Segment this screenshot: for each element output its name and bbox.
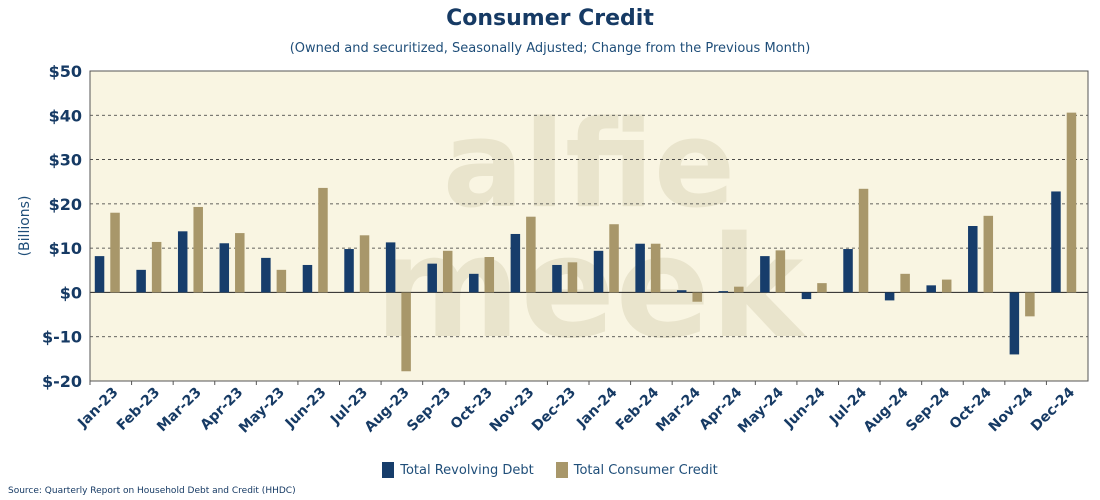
y-axis-label: (Billions) bbox=[17, 196, 33, 257]
bar-revolving-debt bbox=[94, 256, 105, 293]
plot-area bbox=[90, 71, 1088, 381]
x-tick-label: May-23 bbox=[236, 385, 288, 437]
x-tick-label: May-24 bbox=[735, 384, 787, 436]
y-tick-label: $-20 bbox=[42, 372, 82, 391]
bar-total-consumer-credit bbox=[193, 206, 203, 293]
bar-revolving-debt bbox=[427, 263, 437, 293]
legend: Total Revolving Debt Total Consumer Cred… bbox=[0, 462, 1100, 478]
bar-total-consumer-credit bbox=[817, 283, 827, 293]
source-note: Source: Quarterly Report on Household De… bbox=[8, 486, 296, 496]
bar-revolving-debt bbox=[676, 290, 687, 293]
bar-total-consumer-credit bbox=[401, 292, 411, 372]
legend-swatch-revolving bbox=[382, 462, 395, 478]
chart-title: Consumer Credit bbox=[446, 6, 654, 31]
x-tick-label: Jun-24 bbox=[781, 384, 829, 432]
x-tick-label: Jun-23 bbox=[282, 385, 330, 433]
bar-total-consumer-credit bbox=[1066, 112, 1077, 293]
bar-total-consumer-credit bbox=[442, 250, 453, 293]
y-tick-label: $0 bbox=[60, 283, 82, 302]
legend-item-revolving: Total Revolving Debt bbox=[382, 462, 534, 478]
bar-revolving-debt bbox=[1051, 191, 1061, 293]
bar-total-consumer-credit bbox=[983, 215, 994, 293]
bar-revolving-debt bbox=[968, 226, 978, 293]
bar-total-consumer-credit bbox=[484, 257, 495, 293]
watermark-line-1: alfie bbox=[443, 96, 735, 235]
y-tick-label: $10 bbox=[49, 239, 82, 258]
bar-revolving-debt bbox=[219, 243, 230, 293]
x-tick-label: Jan-23 bbox=[74, 385, 121, 432]
bar-total-consumer-credit bbox=[1025, 292, 1035, 317]
bar-total-consumer-credit bbox=[567, 262, 578, 293]
bar-revolving-debt bbox=[552, 264, 562, 293]
bar-total-consumer-credit bbox=[941, 279, 952, 293]
bar-revolving-debt bbox=[760, 256, 770, 293]
x-tick-label: Dec-24 bbox=[1028, 384, 1078, 434]
legend-item-total: Total Consumer Credit bbox=[555, 462, 718, 478]
bar-revolving-debt bbox=[635, 243, 645, 293]
bar-revolving-debt bbox=[843, 249, 853, 293]
bar-revolving-debt bbox=[926, 285, 936, 293]
bar-total-consumer-credit bbox=[692, 292, 702, 302]
bar-revolving-debt bbox=[593, 250, 604, 293]
x-tick-label: Mar-24 bbox=[653, 384, 704, 435]
bar-total-consumer-credit bbox=[900, 273, 910, 293]
bar-revolving-debt bbox=[469, 273, 479, 293]
bar-revolving-debt bbox=[718, 291, 729, 293]
legend-label-total: Total Consumer Credit bbox=[573, 462, 718, 478]
bar-revolving-debt bbox=[801, 292, 812, 300]
bar-total-consumer-credit bbox=[235, 233, 245, 293]
bar-revolving-debt bbox=[884, 292, 895, 301]
x-tick-label: Nov-23 bbox=[487, 385, 538, 436]
bar-revolving-debt bbox=[510, 233, 521, 293]
bar-total-consumer-credit bbox=[734, 286, 744, 293]
x-tick-label: Dec-23 bbox=[529, 385, 579, 435]
y-tick-label: $-10 bbox=[42, 328, 82, 347]
bar-total-consumer-credit bbox=[151, 241, 162, 293]
bar-total-consumer-credit bbox=[526, 216, 536, 293]
bar-total-consumer-credit bbox=[318, 187, 328, 293]
bar-revolving-debt bbox=[177, 231, 188, 293]
bar-revolving-debt bbox=[261, 257, 271, 293]
bar-total-consumer-credit bbox=[609, 224, 619, 293]
x-tick-label: Nov-24 bbox=[986, 384, 1037, 435]
y-tick-label: $50 bbox=[49, 62, 82, 81]
bar-total-consumer-credit bbox=[775, 250, 786, 293]
bar-total-consumer-credit bbox=[359, 235, 370, 293]
x-tick-label: Sep-23 bbox=[404, 385, 454, 435]
legend-label-revolving: Total Revolving Debt bbox=[400, 462, 534, 478]
bar-total-consumer-credit bbox=[110, 212, 120, 293]
bar-revolving-debt bbox=[136, 269, 146, 293]
chart-subtitle: (Owned and securitized, Seasonally Adjus… bbox=[289, 41, 811, 56]
x-tick-label: Mar-23 bbox=[154, 385, 205, 436]
legend-swatch-total bbox=[555, 462, 568, 478]
x-tick-label: Aug-24 bbox=[861, 384, 912, 435]
bar-revolving-debt bbox=[385, 242, 396, 293]
bar-revolving-debt bbox=[302, 264, 313, 293]
x-tick-label: Aug-23 bbox=[362, 385, 413, 436]
bar-revolving-debt bbox=[344, 249, 354, 293]
bar-total-consumer-credit bbox=[276, 269, 287, 293]
bar-total-consumer-credit bbox=[858, 188, 869, 293]
chart-canvas: alfiemeek$50$40$30$20$10$0$-10$-20(Billi… bbox=[17, 62, 1089, 437]
y-tick-label: $20 bbox=[49, 195, 82, 214]
bar-revolving-debt bbox=[1009, 292, 1020, 355]
y-tick-label: $40 bbox=[49, 106, 82, 125]
y-tick-label: $30 bbox=[49, 151, 82, 170]
x-tick-label: Sep-24 bbox=[903, 384, 953, 434]
bar-total-consumer-credit bbox=[650, 243, 661, 293]
